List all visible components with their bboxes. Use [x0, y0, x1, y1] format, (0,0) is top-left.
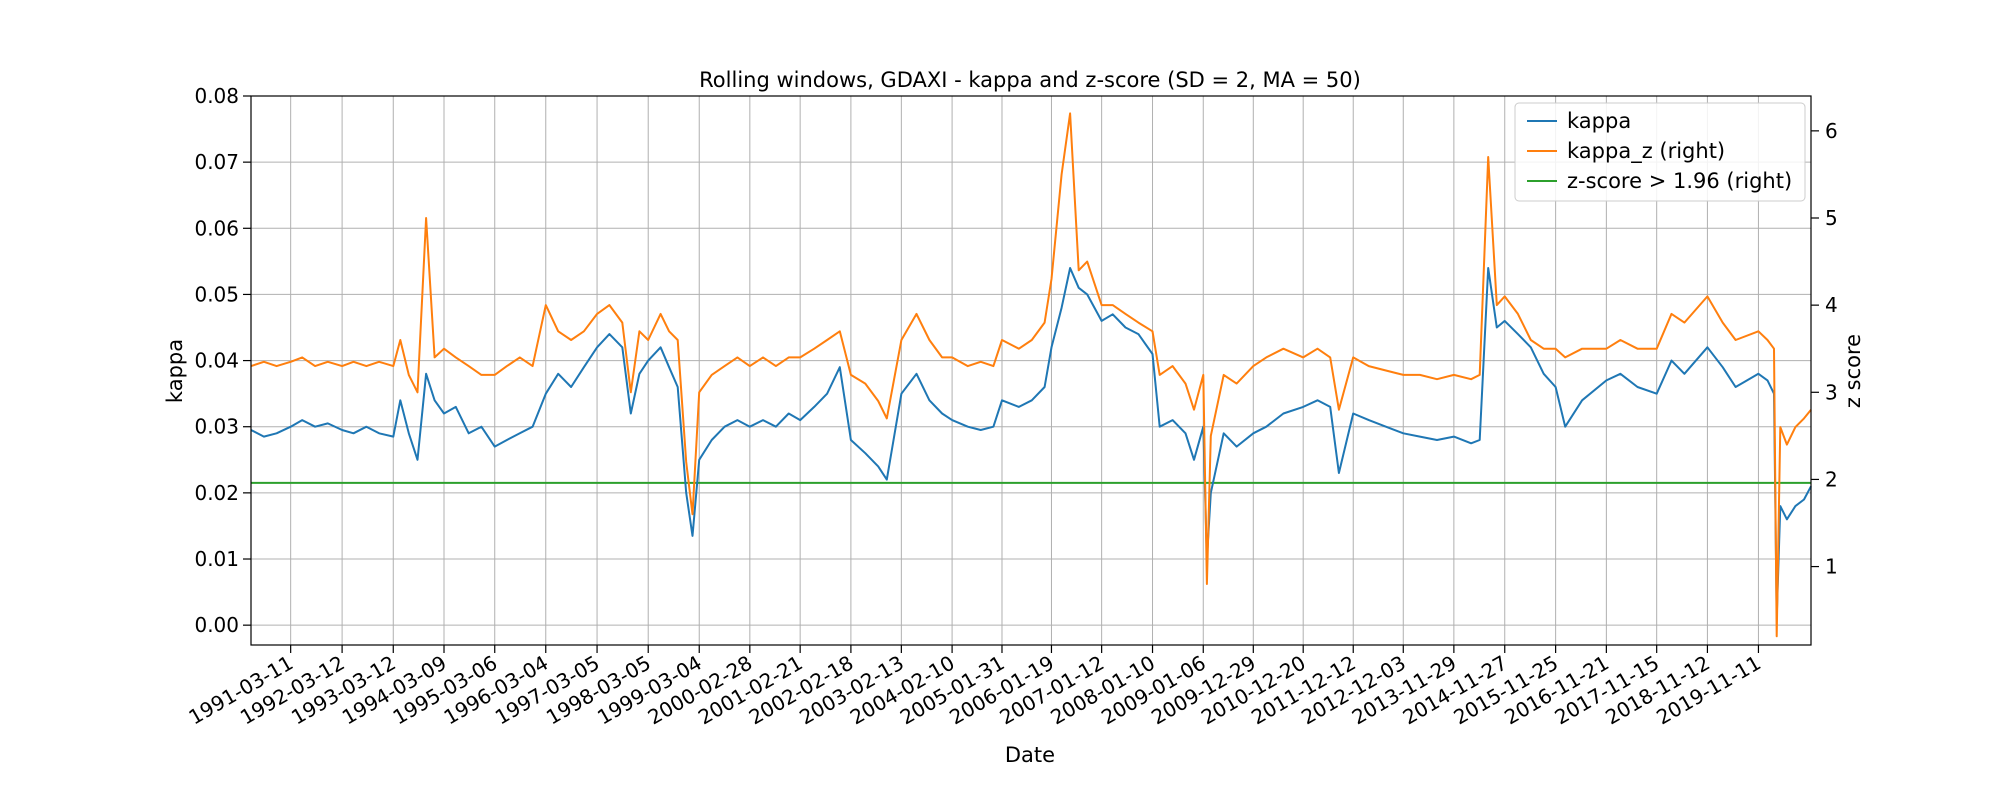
y2-tick-label: 2 — [1825, 467, 1838, 491]
y-tick-label: 0.08 — [194, 84, 239, 108]
plot-frame — [250, 95, 1812, 646]
x-axis: 1991-03-111992-03-121993-03-121994-03-09… — [185, 645, 1765, 729]
legend-entry: kappa — [1567, 109, 1631, 133]
legend-entry: z-score > 1.96 (right) — [1567, 169, 1792, 193]
series-line-kappa-z-right — [250, 112, 1812, 638]
y-tick-label: 0.06 — [194, 216, 239, 240]
legend-entry: kappa_z (right) — [1567, 139, 1725, 164]
y-axis-label: kappa — [163, 339, 187, 403]
y-axis-right: 1 2 3 4 5 6 — [1811, 119, 1838, 579]
y2-tick-label: 1 — [1825, 555, 1838, 579]
y2-tick-label: 5 — [1825, 206, 1838, 230]
y-tick-label: 0.00 — [194, 613, 239, 637]
y2-tick-label: 6 — [1825, 119, 1838, 143]
y-tick-label: 0.07 — [194, 150, 239, 174]
series-line-kappa — [250, 267, 1812, 620]
y2-tick-label: 4 — [1825, 293, 1838, 317]
y2-axis-label: z score — [1841, 334, 1865, 408]
y2-tick-label: 3 — [1825, 380, 1838, 404]
legend-box — [1514, 102, 1806, 202]
legend: kappa kappa_z (right) z-score > 1.96 (righ… — [1514, 102, 1806, 202]
y-tick-label: 0.03 — [194, 415, 239, 439]
y-tick-label: 0.05 — [194, 282, 239, 306]
chart-title: Rolling windows, GDAXI - kappa and z-sco… — [699, 68, 1361, 92]
y-tick-label: 0.02 — [194, 481, 239, 505]
x-axis-label: Date — [1005, 743, 1055, 767]
y-tick-label: 0.01 — [194, 547, 239, 571]
y-tick-label: 0.04 — [194, 349, 239, 373]
y-axis-left: 0.00 0.01 0.02 0.03 0.04 0.05 0.06 0.07 0.08 — [194, 84, 251, 637]
series-layer — [250, 112, 1812, 638]
